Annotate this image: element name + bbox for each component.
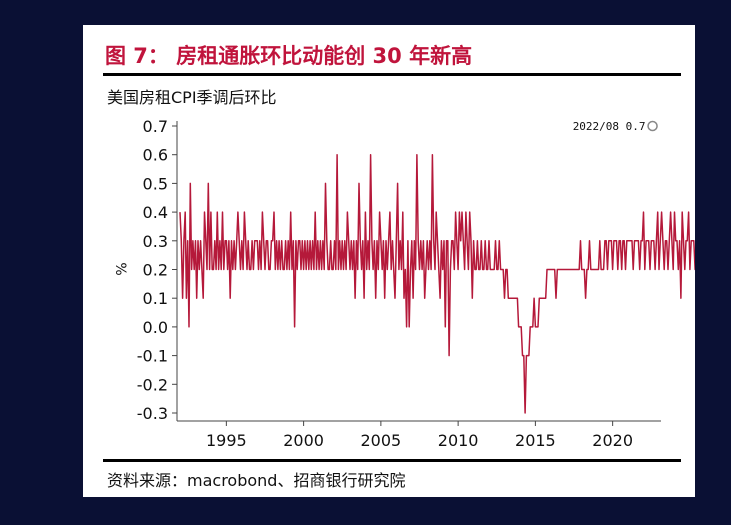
x-tick-label: 2010: [438, 431, 479, 450]
y-axis-label: %: [112, 262, 128, 275]
figure-panel: 图 7： 房租通胀环比动能创 30 年新高 美国房租CPI季调后环比 % 0.7…: [83, 25, 695, 497]
y-tick-label: -0.3: [137, 404, 168, 423]
y-tick-label: 0.1: [143, 289, 168, 308]
y-tick-label: 0.7: [143, 117, 168, 136]
latest-point-marker: [647, 120, 658, 132]
title-divider: [103, 73, 681, 76]
figure-title: 图 7： 房租通胀环比动能创 30 年新高: [105, 44, 473, 68]
y-tick-label: 0.0: [143, 318, 168, 337]
series-line: [179, 153, 695, 414]
y-tick-label: 0.4: [143, 203, 168, 222]
y-tick-label: 0.2: [143, 261, 168, 280]
source-divider: [103, 459, 681, 462]
x-tick-label: 1995: [206, 431, 247, 450]
source-note: 资料来源：macrobond、招商银行研究院: [107, 471, 406, 490]
x-tick-label: 2015: [515, 431, 556, 450]
x-ticks: 1995 2000 2005 2010 2015 2020: [206, 421, 633, 450]
y-tick-label: -0.2: [137, 375, 168, 394]
x-tick-label: 2000: [283, 431, 324, 450]
y-tick-label: 0.5: [143, 174, 168, 193]
x-tick-label: 2020: [592, 431, 633, 450]
y-ticks: 0.7 0.6 0.5 0.4 0.3 0.2 0.1 0.0 -0.1 -0.2 -0.3: [137, 117, 177, 423]
latest-point-annotation: 2022/08 0.7: [573, 120, 646, 133]
y-tick-label: 0.3: [143, 232, 168, 251]
x-tick-label: 2005: [361, 431, 402, 450]
chart-title: 美国房租CPI季调后环比: [107, 88, 277, 107]
line-chart: 美国房租CPI季调后环比 % 0.7 0.6 0.5 0.4 0.3 0.2 0.1 0.0 -…: [107, 88, 695, 450]
y-tick-label: -0.1: [137, 347, 168, 366]
y-tick-label: 0.6: [143, 146, 168, 165]
